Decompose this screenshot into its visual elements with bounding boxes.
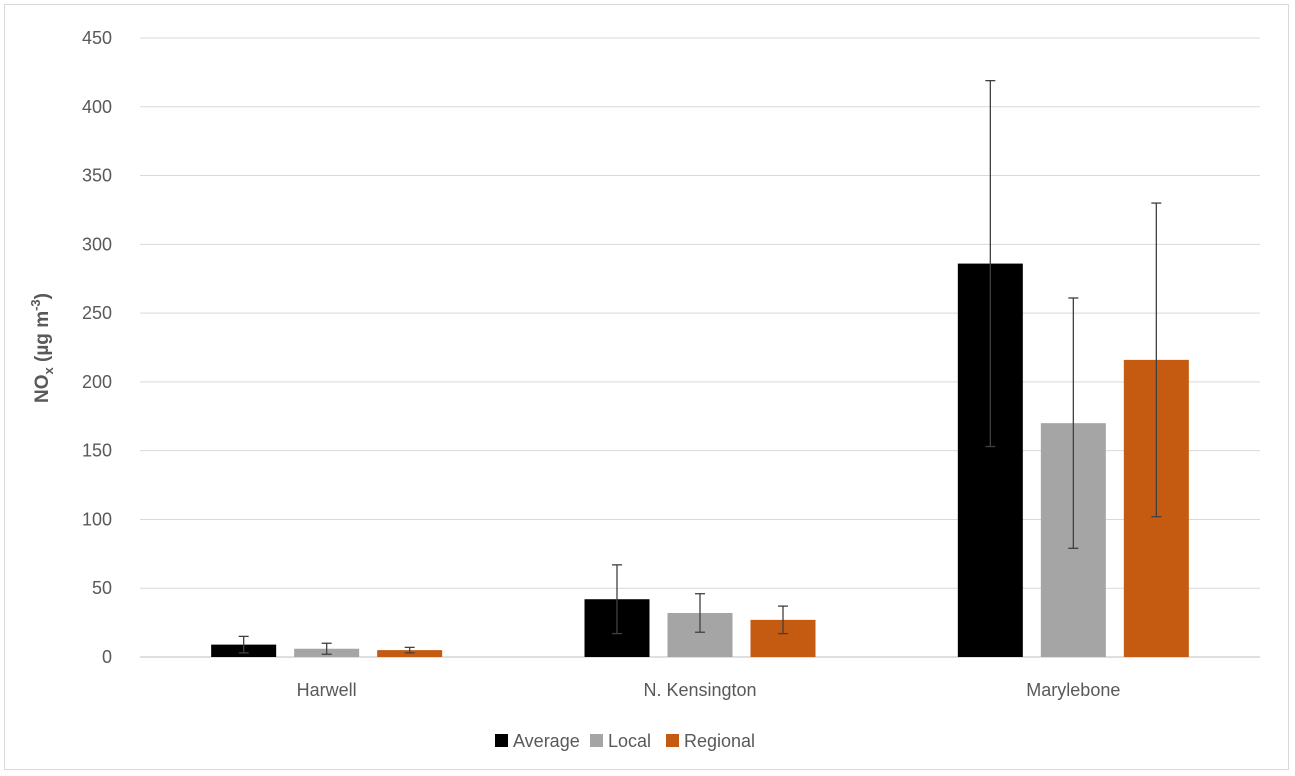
y-axis-label-unit: (µg m xyxy=(32,311,53,367)
x-category-label: Marylebone xyxy=(1026,680,1120,700)
legend: Average Local Regional xyxy=(495,731,755,751)
legend-swatch xyxy=(666,734,679,747)
y-tick-label: 100 xyxy=(82,509,112,529)
y-axis-label-superscript: -3 xyxy=(28,299,43,311)
legend-label: Average xyxy=(513,731,580,751)
x-axis-categories: Harwell N. Kensington Marylebone xyxy=(297,680,1121,700)
bar xyxy=(377,650,443,657)
y-tick-label: 450 xyxy=(82,28,112,48)
y-axis-label-prefix: NO xyxy=(32,374,53,403)
y-axis-label-subscript: x xyxy=(41,366,56,374)
y-tick-label: 300 xyxy=(82,234,112,254)
error-bars xyxy=(238,79,1162,655)
y-tick-label: 150 xyxy=(82,441,112,461)
x-category-label: N. Kensington xyxy=(643,680,756,700)
legend-label: Local xyxy=(608,731,651,751)
y-tick-label: 0 xyxy=(102,647,112,667)
legend-swatch xyxy=(590,734,603,747)
y-axis-label: NOx (µg m-3) xyxy=(28,293,56,403)
y-tick-label: 350 xyxy=(82,166,112,186)
y-axis-label-suffix: ) xyxy=(32,293,53,299)
y-axis-ticks: 0 50 100 150 200 250 300 350 400 450 xyxy=(82,28,112,667)
legend-label: Regional xyxy=(684,731,755,751)
x-category-label: Harwell xyxy=(297,680,357,700)
y-tick-label: 200 xyxy=(82,372,112,392)
y-tick-label: 50 xyxy=(92,578,112,598)
legend-swatch xyxy=(495,734,508,747)
y-tick-label: 400 xyxy=(82,97,112,117)
y-tick-label: 250 xyxy=(82,303,112,323)
